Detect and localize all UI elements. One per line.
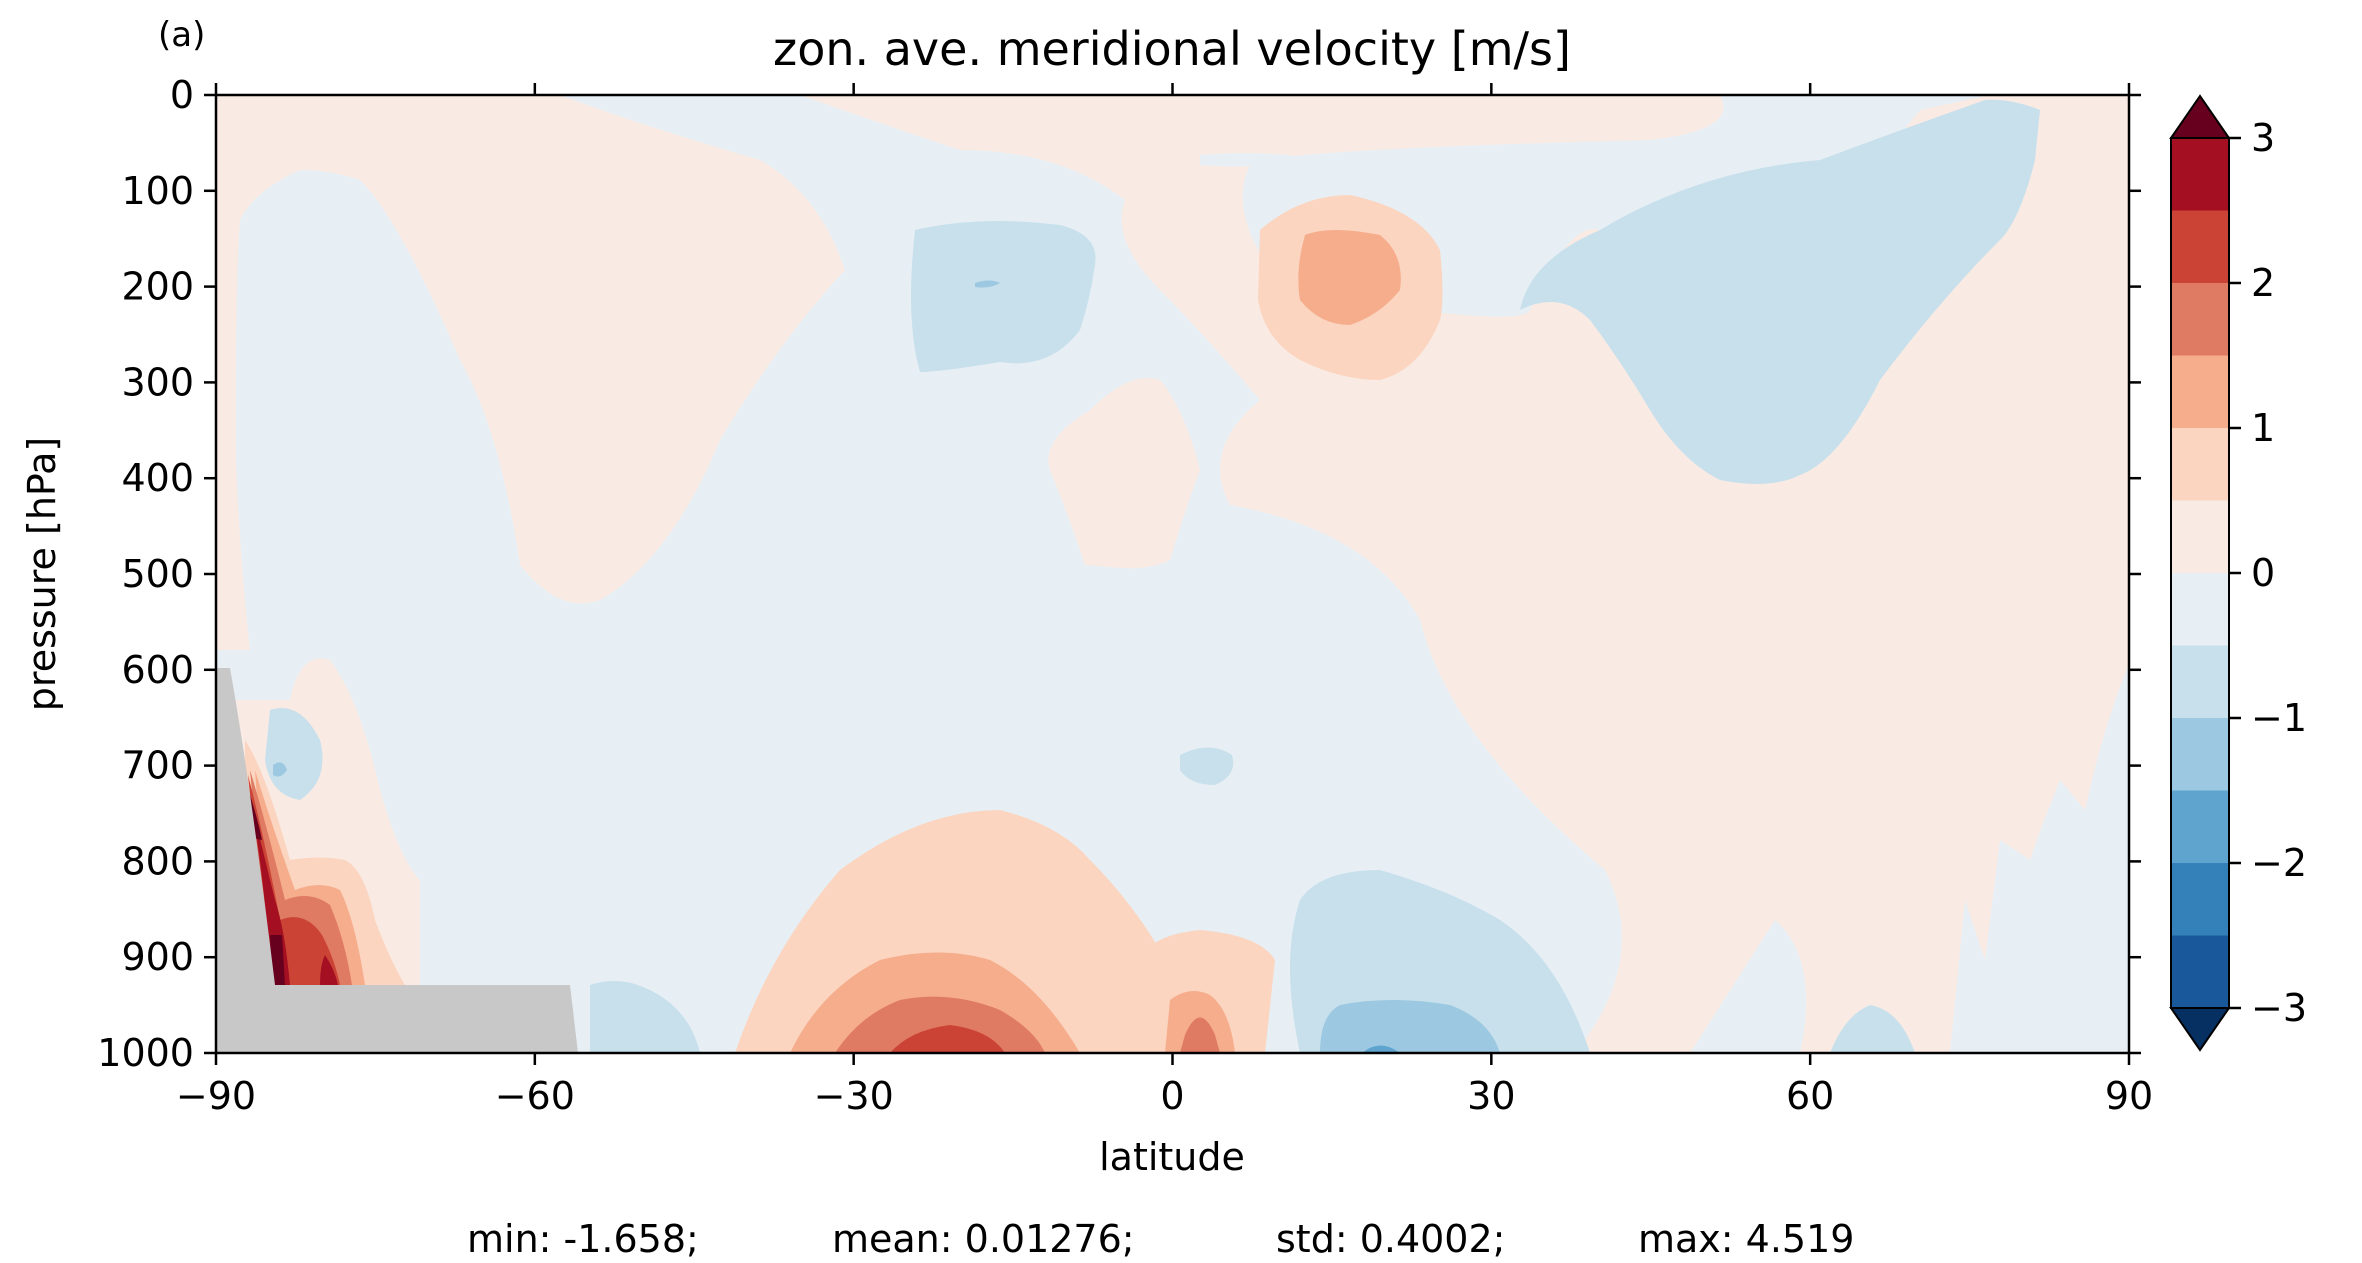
colorbar-band (2171, 283, 2229, 356)
contour-positive-stronger-lower-east (1180, 1017, 1220, 1053)
y-tick-label: 900 (121, 935, 194, 979)
y-axis-ticks: 0 100 200 300 400 500 600 700 800 900 1000 (97, 73, 2141, 1075)
contour-positive-strongest-lower (890, 1025, 1005, 1053)
contour-negative-strongest-spot (1362, 1045, 1400, 1053)
x-tick-label: 0 (1160, 1074, 1184, 1118)
colorbar-tick-label: 3 (2251, 116, 2275, 160)
contour-positive-stronger-lower (835, 996, 1045, 1053)
plot-area: −90 −60 −30 0 30 60 90 0 100 200 300 400 500 600 700 8… (97, 73, 2153, 1118)
x-tick-label: 30 (1467, 1074, 1515, 1118)
colorbar-tick-label: 1 (2251, 406, 2275, 450)
contour-negative-moderate-arctic-low (1830, 1005, 1915, 1053)
colorbar-band (2171, 573, 2229, 646)
x-tick-label: 90 (2105, 1074, 2153, 1118)
x-tick-label: −90 (176, 1074, 256, 1118)
colorbar-tick-label: 2 (2251, 261, 2275, 305)
colorbar-extend-under-triangle (2169, 1007, 2231, 1052)
colorbar-ticks: 3 2 1 0 −1 −2 −3 (2229, 116, 2307, 1030)
contour-negative-moderate-lower-west (590, 981, 700, 1053)
stats-max: max: 4.519 (1638, 1217, 1854, 1261)
stats-mean: mean: 0.01276; (832, 1217, 1135, 1261)
colorbar-band (2171, 645, 2229, 719)
colorbar-band (2171, 500, 2229, 574)
contour-negative-strong-upper-spot (975, 280, 1000, 288)
colorbar-tick-label: 0 (2251, 551, 2275, 595)
contour-positive-strong-upper-trop (1298, 230, 1401, 325)
contour-negative-moderate-upper-trop (911, 221, 1096, 372)
x-axis-label: latitude (1099, 1135, 1245, 1179)
contour-negative-moderate-south (265, 708, 323, 800)
y-tick-label: 0 (170, 73, 194, 117)
colorbar-band (2171, 863, 2229, 936)
colorbar-extend-over-triangle (2169, 94, 2231, 139)
contour-positive-weak-west (216, 95, 845, 650)
colorbar-tick-label: −3 (2251, 986, 2307, 1030)
contour-negative-moderate-mid (1180, 747, 1234, 785)
contour-positive-antarctic-over (250, 795, 285, 985)
x-tick-label: −30 (814, 1074, 894, 1118)
colorbar: 3 2 1 0 −1 −2 −3 (2169, 94, 2307, 1052)
contour-positive-weak-midlevel (1048, 378, 1200, 569)
y-tick-label: 600 (121, 648, 194, 692)
colorbar-tick-label: −2 (2251, 841, 2307, 885)
colorbar-band (2171, 355, 2229, 429)
stats-line: min: -1.658; mean: 0.01276; std: 0.4002;… (467, 1217, 1854, 1261)
y-tick-label: 1000 (97, 1031, 194, 1075)
stats-std: std: 0.4002; (1276, 1217, 1505, 1261)
colorbar-band (2171, 138, 2229, 211)
x-tick-label: 60 (1786, 1074, 1834, 1118)
terrain-mask (216, 668, 578, 1053)
contour-negative-strong-lower (1320, 1000, 1500, 1053)
contour-negative-strong-south-spot (273, 762, 287, 777)
x-axis-ticks: −90 −60 −30 0 30 60 90 (176, 83, 2153, 1118)
chart-title: zon. ave. meridional velocity [m/s] (773, 22, 1571, 76)
stats-min: min: -1.658; (467, 1217, 699, 1261)
contour-negative-weak-upper (1200, 153, 1310, 167)
colorbar-band (2171, 428, 2229, 501)
y-tick-label: 700 (121, 744, 194, 788)
colorbar-bands (2171, 138, 2229, 1009)
colorbar-band (2171, 935, 2229, 1009)
y-axis-label: pressure [hPa] (20, 437, 64, 711)
y-tick-label: 400 (121, 456, 194, 500)
x-tick-label: −60 (495, 1074, 575, 1118)
colorbar-band (2171, 210, 2229, 284)
contour-negative-moderate-east (1520, 99, 2040, 484)
y-tick-label: 200 (121, 265, 194, 309)
colorbar-band (2171, 718, 2229, 791)
colorbar-band (2171, 790, 2229, 864)
y-tick-label: 800 (121, 839, 194, 883)
y-tick-label: 500 (121, 552, 194, 596)
colorbar-tick-label: −1 (2251, 696, 2307, 740)
y-tick-label: 100 (121, 169, 194, 213)
panel-label: (a) (158, 15, 205, 55)
y-tick-label: 300 (121, 360, 194, 404)
